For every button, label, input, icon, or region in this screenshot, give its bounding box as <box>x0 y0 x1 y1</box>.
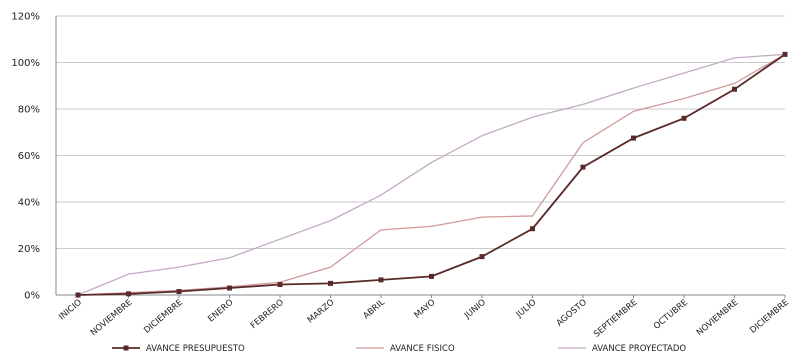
data-point <box>227 285 232 291</box>
data-point <box>732 86 737 92</box>
data-point <box>277 282 283 288</box>
data-point <box>782 51 788 57</box>
y-axis-ticks: 0% 20% 40% 60% 80% 100% 120% <box>11 12 40 302</box>
data-point <box>176 289 182 295</box>
series-line <box>77 53 786 296</box>
data-point <box>631 135 636 141</box>
data-point <box>328 280 333 286</box>
legend-label: AVANCE PRESUPUESTO <box>146 344 245 354</box>
grid-lines <box>56 15 785 249</box>
series-line <box>77 53 786 296</box>
data-point <box>75 292 81 298</box>
y-tick-label: 60% <box>18 151 40 162</box>
x-tick-label: INICIO <box>57 297 84 322</box>
x-tick-label: DICIEMBRE <box>748 298 791 336</box>
x-tick-label: MARZO <box>306 297 337 325</box>
series-line <box>77 53 786 296</box>
x-tick-label: ABRIL <box>362 297 388 321</box>
y-tick-label: 0% <box>24 291 40 302</box>
x-axis-ticks: INICIO NOVIEMBRE DICIEMBRE ENERO FEBRERO MARZ… <box>57 295 791 340</box>
y-tick-label: 100% <box>11 58 40 69</box>
data-point <box>378 277 384 283</box>
x-tick-label: ENERO <box>206 297 235 324</box>
x-tick-label: AGOSTO <box>555 297 589 328</box>
x-tick-label: FEBRERO <box>249 297 286 331</box>
x-tick-label: OCTUBRE <box>652 298 690 332</box>
x-tick-label: JULIO <box>514 297 539 320</box>
legend-label: AVANCE PROYECTADO <box>592 344 686 354</box>
x-tick-label: JUNIO <box>462 297 488 321</box>
series-lines <box>75 51 788 298</box>
data-point <box>681 115 687 121</box>
y-tick-label: 40% <box>18 198 40 209</box>
x-tick-label: NOVIEMBRE <box>695 298 741 338</box>
x-tick-label: NOVIEMBRE <box>89 298 135 338</box>
data-point <box>530 226 535 232</box>
y-tick-label: 120% <box>11 12 40 23</box>
data-point <box>479 254 485 260</box>
data-point <box>126 291 131 297</box>
data-point <box>580 164 586 170</box>
legend-label: AVANCE FISICO <box>390 344 455 354</box>
x-tick-label: SEPTIEMBRE <box>592 298 639 340</box>
y-tick-label: 20% <box>18 244 40 255</box>
legend-marker <box>123 345 129 351</box>
legend: AVANCE PRESUPUESTO AVANCE FISICO AVANCE PR… <box>112 344 686 354</box>
y-tick-label: 80% <box>18 105 40 116</box>
axes <box>55 16 785 296</box>
x-tick-label: MAYO <box>413 297 438 320</box>
data-point <box>429 273 434 279</box>
x-tick-label: DICIEMBRE <box>142 298 185 336</box>
